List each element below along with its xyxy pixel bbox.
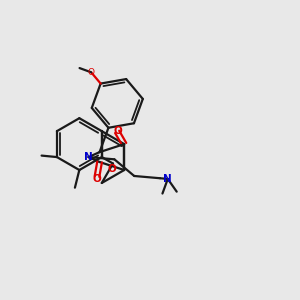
Text: O: O bbox=[107, 164, 116, 174]
Text: O: O bbox=[114, 126, 123, 136]
Text: N: N bbox=[164, 174, 172, 184]
Text: O: O bbox=[93, 175, 101, 184]
Text: N: N bbox=[84, 152, 93, 162]
Text: O: O bbox=[88, 68, 95, 77]
